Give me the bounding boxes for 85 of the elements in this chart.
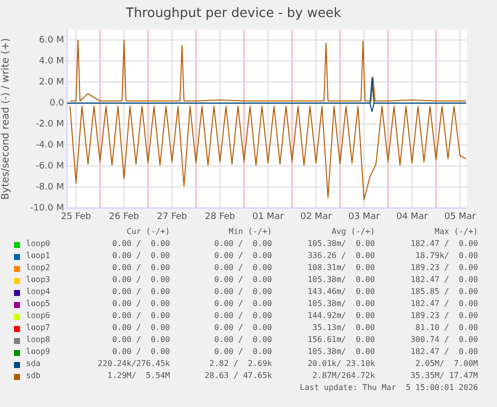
text: 0.00 / 0.00 xyxy=(214,335,272,344)
text: 143.46m/ 0.00 xyxy=(308,287,375,296)
x-tick-label: 27 Feb xyxy=(156,212,188,222)
text: 81.10 / 0.00 xyxy=(415,323,478,332)
text: 0.00 / 0.00 xyxy=(214,299,272,308)
text: 105.38m/ 0.00 xyxy=(308,347,375,356)
text: 189.23 / 0.00 xyxy=(410,311,478,320)
text: 18.79k/ 0.00 xyxy=(415,251,478,260)
text: 0.00 / 0.00 xyxy=(112,287,170,296)
y-tick-label: -8.0 M xyxy=(36,182,64,193)
text: 0.00 / 0.00 xyxy=(214,275,272,284)
x-tick-label: 01 Mar xyxy=(252,212,284,222)
text: 0.00 / 0.00 xyxy=(214,287,272,296)
text: 28.63 / 47.65k xyxy=(204,371,272,380)
text: Cur (-/+) xyxy=(126,227,170,236)
x-tick-label: 05 Mar xyxy=(444,212,476,222)
text: 105.38m/ 0.00 xyxy=(308,299,375,308)
y-tick-label: 6.0 M xyxy=(39,35,64,46)
x-tick-label: 26 Feb xyxy=(108,212,140,222)
text: 0.00 / 0.00 xyxy=(214,347,272,356)
text: 189.23 / 0.00 xyxy=(410,263,478,272)
text: 182.47 / 0.00 xyxy=(410,347,478,356)
legend-label: loop2 xyxy=(26,263,50,272)
text: 0.00 / 0.00 xyxy=(112,311,170,320)
legend-label: sda xyxy=(26,359,40,368)
text: 0.00 / 0.00 xyxy=(214,311,272,320)
text: 220.24k/276.45k xyxy=(98,359,170,368)
text: 336.26 / 0.00 xyxy=(308,251,375,260)
text: 182.47 / 0.00 xyxy=(410,275,478,284)
text: 1.29M/ 5.54M xyxy=(107,371,170,380)
legend-label: loop5 xyxy=(26,299,50,308)
text: 156.61m/ 0.00 xyxy=(308,335,375,344)
text: 0.00 / 0.00 xyxy=(112,347,170,356)
legend-label: loop0 xyxy=(26,239,50,248)
y-axis-title: Bytes/second read (-) / write (+) xyxy=(0,38,12,200)
legend-label: loop6 xyxy=(26,311,50,320)
x-tick-label: 04 Mar xyxy=(396,212,428,222)
text: 2.05M/ 7.00M xyxy=(415,359,478,368)
text: 0.00 / 0.00 xyxy=(214,323,272,332)
text: 144.92m/ 0.00 xyxy=(308,311,375,320)
chart-title: Throughput per device - by week xyxy=(124,6,342,22)
text: 0.00 / 0.00 xyxy=(112,299,170,308)
text: Last update: Thu Mar 5 15:00:01 2026 xyxy=(300,383,478,392)
legend-label: loop4 xyxy=(26,287,50,296)
y-tick-label: -2.0 M xyxy=(36,119,64,130)
text: 182.47 / 0.00 xyxy=(410,239,478,248)
text: 2.87M/264.72k xyxy=(312,371,375,380)
legend-label: loop1 xyxy=(26,251,50,260)
text: 0.00 / 0.00 xyxy=(112,263,170,272)
text: 105.38m/ 0.00 xyxy=(308,239,375,248)
legend-label: loop7 xyxy=(26,323,50,332)
legend-label: loop3 xyxy=(26,275,50,284)
y-tick-label: 0.0 xyxy=(50,98,64,108)
text: 105.38m/ 0.00 xyxy=(308,275,375,284)
text: 2.82 / 2.69k xyxy=(209,359,272,368)
y-tick-label: -6.0 M xyxy=(36,162,64,172)
x-tick-label: 28 Feb xyxy=(204,212,236,222)
text: 0.00 / 0.00 xyxy=(112,239,170,248)
text: 0.00 / 0.00 xyxy=(112,323,170,332)
text: 0.00 / 0.00 xyxy=(214,239,272,248)
legend-label: sdb xyxy=(26,371,40,380)
text: 0.00 / 0.00 xyxy=(214,251,272,260)
text: Min (-/+) xyxy=(228,227,272,236)
x-tick-label: 02 Mar xyxy=(300,212,332,222)
text: Avg (-/+) xyxy=(332,227,375,236)
text: 0.00 / 0.00 xyxy=(112,335,170,344)
text: 0.00 / 0.00 xyxy=(112,251,170,260)
text: 20.01k/ 23.10k xyxy=(308,359,375,368)
text: 108.31m/ 0.00 xyxy=(308,263,375,272)
legend-label: loop8 xyxy=(26,335,50,344)
text: 185.85 / 0.00 xyxy=(410,287,478,296)
legend-label: loop9 xyxy=(26,347,50,356)
x-tick-label: 25 Feb xyxy=(60,212,92,222)
text: 182.47 / 0.00 xyxy=(410,299,478,308)
y-tick-label: 2.0 M xyxy=(39,77,64,88)
text: Max (-/+) xyxy=(434,227,478,236)
text: 35.13m/ 0.00 xyxy=(312,323,375,332)
text: 0.00 / 0.00 xyxy=(112,275,170,284)
y-tick-label: 4.0 M xyxy=(39,56,64,66)
y-tick-label: -4.0 M xyxy=(36,140,64,151)
y-tick-label: -10.0 M xyxy=(30,204,64,214)
text: 0.00 / 0.00 xyxy=(214,263,272,272)
text: 35.35M/ 17.47M xyxy=(410,371,478,380)
x-tick-label: 03 Mar xyxy=(348,212,380,222)
text: 300.74 / 0.00 xyxy=(410,335,478,344)
